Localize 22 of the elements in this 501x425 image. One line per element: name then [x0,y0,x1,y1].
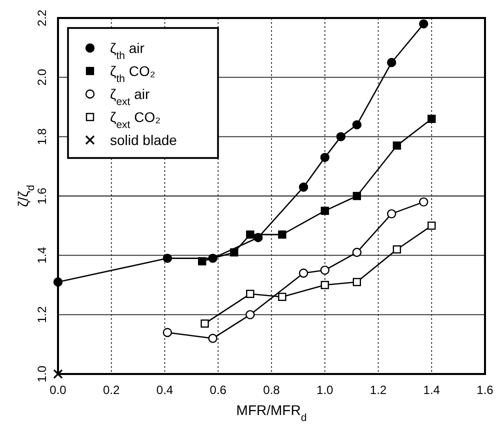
x-axis-title: MFR/MFR$_{d}$ [236,402,307,424]
x-tick-label: 1.6 [476,383,494,397]
legend-label: solid blade [110,132,178,148]
y-tick-label: 1.2 [35,306,49,324]
x-tick-label: 0.0 [50,383,67,397]
legend-label: ζ$_{th}$ air [110,40,145,62]
y-tick-label: 1.0 [35,365,49,382]
legend-label: ζ$_{ext}$ air [110,86,150,108]
x-tick-label: 1.4 [423,383,440,397]
x-tick-label: 0.4 [156,383,174,397]
x-tick-label: 0.6 [210,383,227,397]
x-tick-label: 1.0 [316,383,334,397]
x-tick-label: 0.8 [263,383,280,397]
x-tick-label: 0.2 [103,383,120,397]
legend-label: ζ$_{ext}$ CO₂ [110,109,161,131]
y-tick-label: 2.0 [35,68,49,86]
y-tick-label: 1.6 [35,187,49,204]
x-tick-label: 1.2 [370,383,387,397]
y-tick-label: 1.4 [35,246,49,264]
legend-label: ζ$_{th}$ CO₂ [110,63,156,85]
y-tick-label: 2.2 [35,9,49,26]
y-tick-label: 1.8 [35,128,49,146]
